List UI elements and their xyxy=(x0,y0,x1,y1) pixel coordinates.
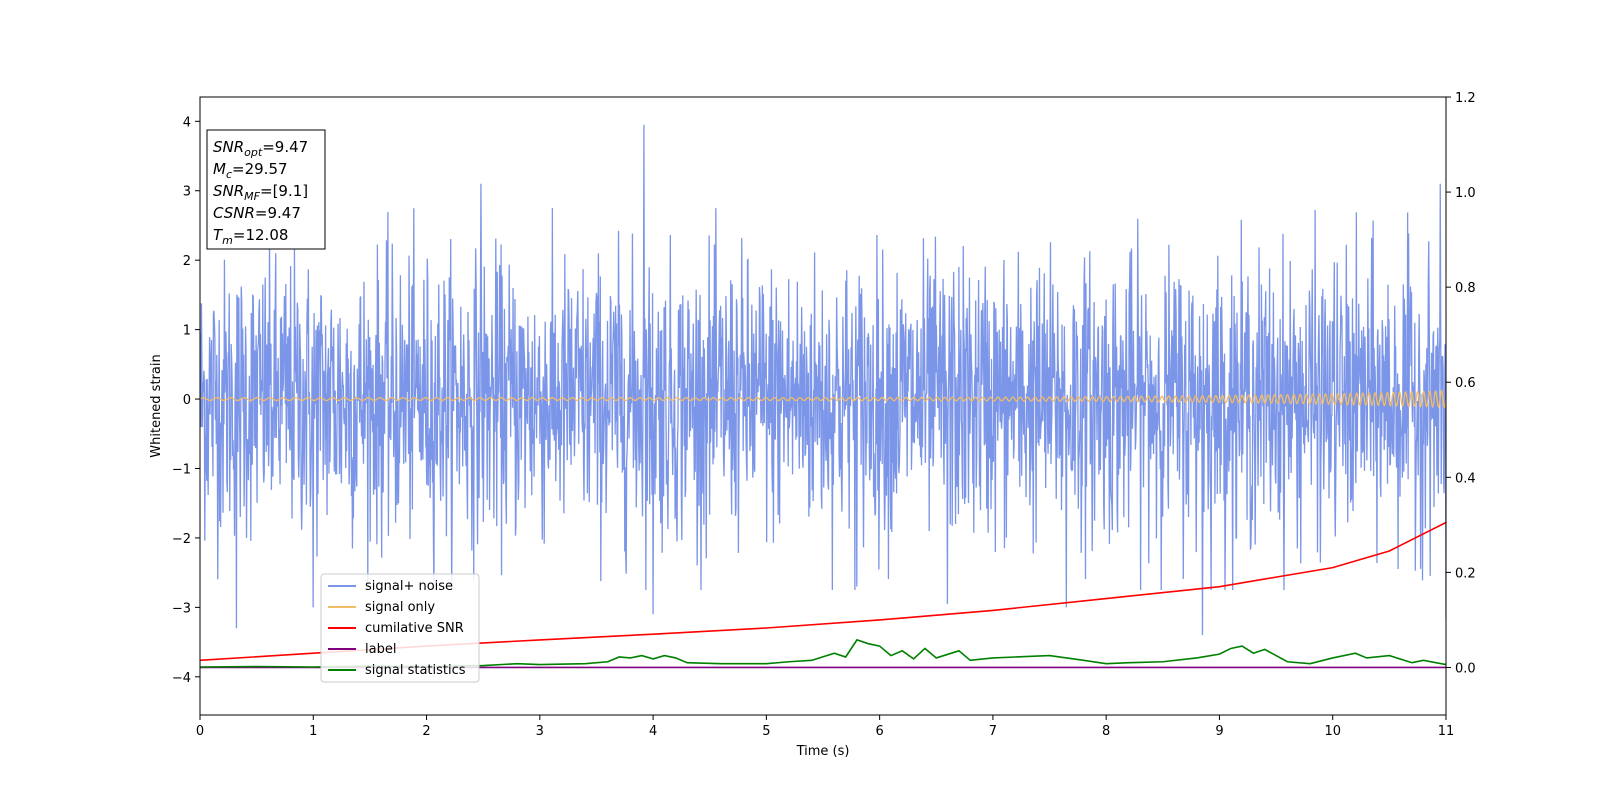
series-line-signal-noise xyxy=(200,124,1446,636)
x-axis: 0 1 2 3 4 5 6 7 8 9 10 11 xyxy=(196,715,1454,739)
info-line: SNRopt=9.47 xyxy=(213,138,308,159)
legend-label-cumilative-snr: cumilative SNR xyxy=(365,621,464,636)
legend-label-label: label xyxy=(365,642,396,657)
x-tick-label: 1 xyxy=(309,724,317,739)
y-tick-label: −3 xyxy=(172,601,191,616)
info-line: Tm=12.08 xyxy=(213,226,288,247)
x-tick-label: 8 xyxy=(1102,724,1110,739)
y-tick-label: 4 xyxy=(183,115,191,130)
y-axis-label: Whitened strain xyxy=(149,354,164,457)
x-tick-label: 9 xyxy=(1215,724,1223,739)
legend-label-signal-only: signal only xyxy=(365,600,435,615)
x-tick-label: 7 xyxy=(989,724,997,739)
x-tick-label: 5 xyxy=(762,724,770,739)
info-line: Mc=29.57 xyxy=(213,160,288,181)
info-line: CSNR=9.47 xyxy=(213,204,301,222)
x-tick-label: 3 xyxy=(536,724,544,739)
legend-label-signal-statistics: signal statistics xyxy=(365,663,466,678)
y-tick-label: −2 xyxy=(172,532,191,547)
y-tick-label: 2 xyxy=(183,254,191,269)
y2-tick-label: 0.0 xyxy=(1455,661,1476,676)
legend-frame xyxy=(320,573,480,683)
y2-tick-label: 1.2 xyxy=(1455,91,1476,106)
x-axis-label: Time (s) xyxy=(796,744,850,759)
x-tick-label: 6 xyxy=(875,724,883,739)
x-tick-label: 11 xyxy=(1438,724,1455,739)
y-tick-label: 3 xyxy=(183,185,191,200)
series-line-signal-only xyxy=(200,389,1446,409)
legend-items: signal+ noise signal only cumilative SNR la… xyxy=(328,579,466,678)
info-line: SNRMF=[9.1] xyxy=(213,182,308,203)
x-tick-label: 10 xyxy=(1324,724,1341,739)
info-box-frame xyxy=(206,129,326,250)
legend: signal+ noise signal only cumilative SNR la… xyxy=(320,573,480,683)
y2-tick-label: 1.0 xyxy=(1455,186,1476,201)
y-axis: −4 −3 −2 −1 0 1 2 3 4 xyxy=(172,115,200,686)
y2-tick-label: 0.4 xyxy=(1455,471,1476,486)
x-tick-label: 4 xyxy=(649,724,657,739)
y-tick-label: 0 xyxy=(183,393,191,408)
y2-axis: 0.0 0.2 0.4 0.6 0.8 1.0 1.2 xyxy=(1446,91,1476,676)
y2-tick-label: 0.8 xyxy=(1455,281,1476,296)
y2-tick-label: 0.2 xyxy=(1455,566,1476,581)
plot-frame xyxy=(199,96,1447,716)
y-tick-label: −1 xyxy=(172,462,191,477)
y2-tick-label: 0.6 xyxy=(1455,376,1476,391)
y-tick-label: −4 xyxy=(172,671,191,686)
x-tick-label: 0 xyxy=(196,724,204,739)
series-line-signal-statistics xyxy=(200,638,1446,668)
y-tick-label: 1 xyxy=(183,324,191,339)
legend-label-signal-noise: signal+ noise xyxy=(365,579,453,594)
x-tick-label: 2 xyxy=(422,724,430,739)
